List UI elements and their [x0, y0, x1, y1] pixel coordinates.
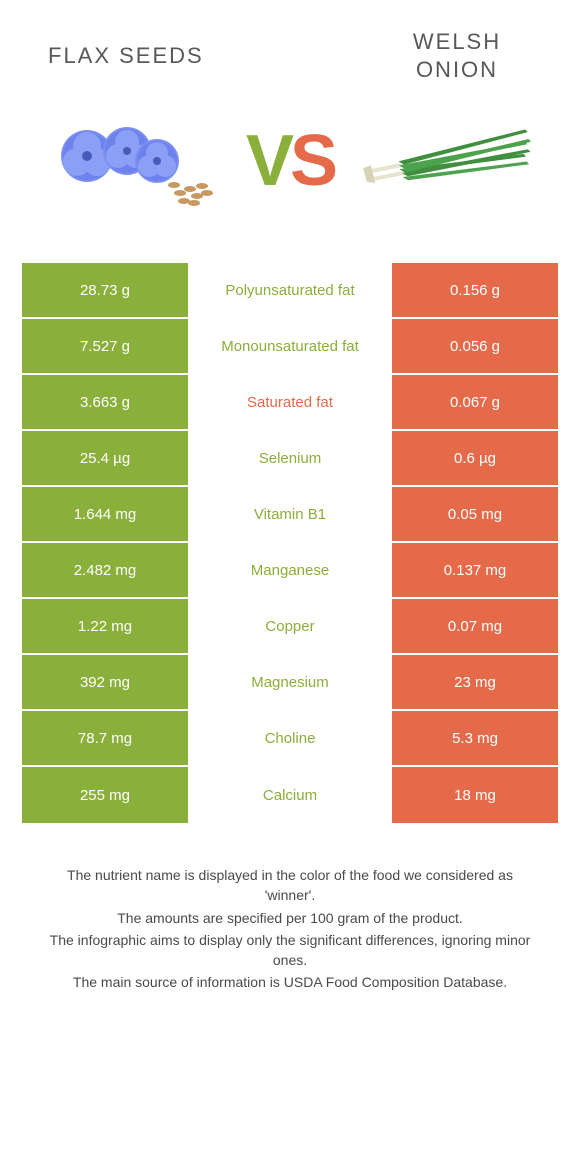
nutrient-label-cell: Manganese [190, 543, 390, 597]
vs-letter-s: S [290, 120, 334, 202]
vs-label: VS [246, 120, 334, 202]
left-value-cell: 2.482 mg [22, 543, 190, 597]
right-value-cell: 0.137 mg [390, 543, 558, 597]
vs-letter-v: V [246, 120, 290, 202]
right-value-cell: 0.067 g [390, 375, 558, 429]
nutrient-label-cell: Calcium [190, 767, 390, 823]
right-value-cell: 23 mg [390, 655, 558, 709]
table-row: 392 mgMagnesium23 mg [22, 655, 558, 711]
right-value-cell: 0.05 mg [390, 487, 558, 541]
left-value-cell: 25.4 µg [22, 431, 190, 485]
table-row: 2.482 mgManganese0.137 mg [22, 543, 558, 599]
right-value-cell: 0.6 µg [390, 431, 558, 485]
right-food-title: welsh onion [382, 28, 532, 83]
table-row: 1.644 mgVitamin B10.05 mg [22, 487, 558, 543]
right-value-cell: 0.056 g [390, 319, 558, 373]
nutrient-label-cell: Polyunsaturated fat [190, 263, 390, 317]
footer-line: The main source of information is USDA F… [42, 972, 538, 992]
footer-line: The infographic aims to display only the… [42, 930, 538, 971]
left-value-cell: 255 mg [22, 767, 190, 823]
right-value-cell: 0.07 mg [390, 599, 558, 653]
left-value-cell: 392 mg [22, 655, 190, 709]
left-value-cell: 1.22 mg [22, 599, 190, 653]
welsh-onion-image [358, 101, 548, 221]
table-row: 7.527 gMonounsaturated fat0.056 g [22, 319, 558, 375]
nutrient-label-cell: Vitamin B1 [190, 487, 390, 541]
footer-notes: The nutrient name is displayed in the co… [0, 825, 580, 993]
right-value-cell: 5.3 mg [390, 711, 558, 765]
left-value-cell: 7.527 g [22, 319, 190, 373]
nutrient-label-cell: Copper [190, 599, 390, 653]
header: flax seeds welsh onion [0, 0, 580, 91]
left-value-cell: 3.663 g [22, 375, 190, 429]
nutrient-label-cell: Monounsaturated fat [190, 319, 390, 373]
left-value-cell: 28.73 g [22, 263, 190, 317]
right-value-cell: 0.156 g [390, 263, 558, 317]
nutrient-label-cell: Saturated fat [190, 375, 390, 429]
flax-seeds-image [32, 101, 222, 221]
nutrient-label-cell: Magnesium [190, 655, 390, 709]
left-food-title: flax seeds [48, 42, 204, 70]
footer-line: The amounts are specified per 100 gram o… [42, 908, 538, 928]
table-row: 255 mgCalcium18 mg [22, 767, 558, 823]
left-value-cell: 78.7 mg [22, 711, 190, 765]
table-row: 1.22 mgCopper0.07 mg [22, 599, 558, 655]
nutrient-label-cell: Selenium [190, 431, 390, 485]
images-row: VS [0, 91, 580, 261]
comparison-table: 28.73 gPolyunsaturated fat0.156 g7.527 g… [20, 261, 560, 825]
nutrient-label-cell: Choline [190, 711, 390, 765]
table-row: 25.4 µgSelenium0.6 µg [22, 431, 558, 487]
right-value-cell: 18 mg [390, 767, 558, 823]
table-row: 78.7 mgCholine5.3 mg [22, 711, 558, 767]
table-row: 3.663 gSaturated fat0.067 g [22, 375, 558, 431]
table-row: 28.73 gPolyunsaturated fat0.156 g [22, 263, 558, 319]
footer-line: The nutrient name is displayed in the co… [42, 865, 538, 906]
left-value-cell: 1.644 mg [22, 487, 190, 541]
